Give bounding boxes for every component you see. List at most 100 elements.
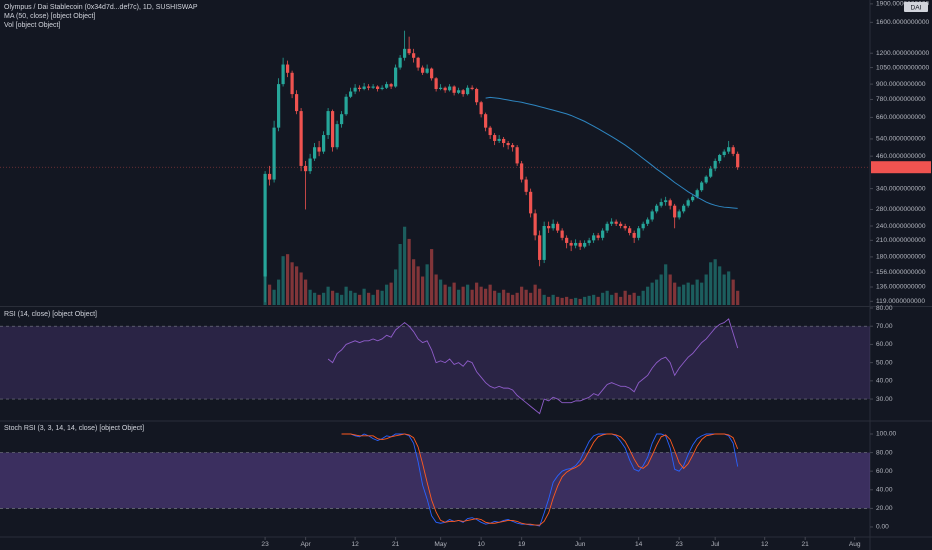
legend-entry: Vol [object Object] — [4, 22, 60, 29]
x-tick-label: 10 — [477, 541, 485, 548]
volume-bar — [380, 290, 384, 305]
candle-body — [718, 155, 722, 161]
currency-badge — [904, 2, 928, 12]
volume-bar — [267, 284, 272, 305]
indicator-line — [341, 433, 739, 526]
candle-body — [682, 205, 686, 212]
volume-bar — [385, 284, 389, 305]
volume-bar — [322, 292, 326, 305]
volume-bar — [610, 294, 614, 305]
y-tick-label: 210.0000000000 — [876, 237, 926, 244]
chart-title: Stoch RSI (3, 3, 14, 14, close) [object … — [4, 425, 144, 432]
candle-body — [276, 84, 281, 128]
candle-body — [272, 127, 276, 180]
candle-body — [632, 232, 636, 238]
candle-body — [407, 48, 411, 54]
candle-body — [430, 68, 434, 79]
candle-body — [713, 160, 717, 169]
candle-body — [317, 147, 321, 152]
candle-body — [335, 124, 339, 148]
volume-bar — [493, 290, 497, 305]
candle-body — [556, 223, 560, 231]
x-tick-label: 12 — [761, 541, 769, 548]
candle-body — [389, 84, 393, 87]
candle-body — [704, 176, 708, 183]
volume-bar — [502, 289, 506, 305]
candle-body — [668, 200, 672, 206]
volume-bar — [452, 282, 456, 305]
volume-bar — [376, 289, 380, 305]
candle-body — [362, 86, 366, 89]
y-tick-label: 1200.0000000000 — [876, 50, 930, 57]
candle-body — [479, 102, 483, 115]
y-tick-label: 30.00 — [876, 396, 893, 403]
volume-bar — [551, 294, 555, 305]
y-tick-label: 40.00 — [876, 487, 893, 494]
y-tick-label: 540.0000000000 — [876, 136, 926, 143]
candle-body — [506, 143, 510, 146]
volume-bar — [596, 296, 600, 305]
volume-bar — [398, 244, 402, 305]
candle-body — [574, 242, 578, 246]
candle-body — [538, 235, 542, 260]
y-tick-label: 180.0000000000 — [876, 254, 926, 261]
volume-bar — [641, 290, 645, 305]
volume-bar — [484, 288, 488, 305]
volume-bar — [457, 289, 461, 305]
x-tick-label: May — [434, 541, 447, 548]
volume-bar — [344, 286, 348, 305]
candle-body — [497, 138, 501, 141]
volume-bar — [488, 284, 492, 305]
candle-body — [434, 78, 438, 89]
volume-bar — [632, 292, 636, 305]
candle-body — [587, 240, 591, 243]
candle-body — [515, 147, 519, 164]
candle-body — [677, 211, 681, 218]
y-tick-label: 280.0000000000 — [876, 206, 926, 213]
candle-body — [385, 84, 389, 88]
candle-body — [380, 87, 384, 89]
candle-body — [511, 145, 515, 148]
candle-body — [601, 230, 605, 238]
candle-body — [583, 242, 587, 247]
volume-bar — [614, 292, 618, 305]
volume-bar — [673, 282, 677, 305]
x-tick-label: 23 — [675, 541, 683, 548]
volume-bar — [731, 279, 735, 305]
candle-body — [304, 165, 308, 172]
volume-bar — [313, 292, 317, 305]
volume-bar — [285, 254, 290, 305]
candle-body — [700, 182, 704, 191]
candle-body — [614, 221, 618, 224]
volume-bar — [475, 282, 479, 305]
volume-bar — [533, 284, 537, 305]
volume-bar — [434, 274, 438, 305]
candle-body — [565, 237, 569, 243]
volume-bar — [353, 292, 357, 305]
candle-body — [646, 219, 650, 224]
volume-bar — [272, 289, 276, 305]
volume-bar — [520, 286, 524, 305]
candle-body — [610, 221, 614, 224]
candle-body — [475, 88, 479, 103]
candle-body — [448, 86, 452, 91]
volume-bar — [547, 296, 551, 305]
volume-bar — [691, 284, 695, 305]
candle-body — [412, 53, 416, 58]
candle-body — [709, 168, 713, 177]
volume-bar — [290, 262, 294, 305]
candle-body — [371, 86, 375, 88]
volume-bar — [664, 264, 668, 305]
candle-body — [299, 111, 303, 166]
last-price-badge — [871, 161, 931, 174]
volume-bar — [578, 298, 582, 305]
volume-bar — [592, 294, 596, 305]
volume-bar — [529, 292, 533, 305]
volume-bar — [583, 296, 587, 305]
volume-bar — [304, 279, 308, 305]
volume-bar — [659, 274, 663, 305]
volume-bar — [430, 249, 434, 305]
candle-body — [560, 230, 564, 238]
candle-body — [326, 111, 330, 136]
